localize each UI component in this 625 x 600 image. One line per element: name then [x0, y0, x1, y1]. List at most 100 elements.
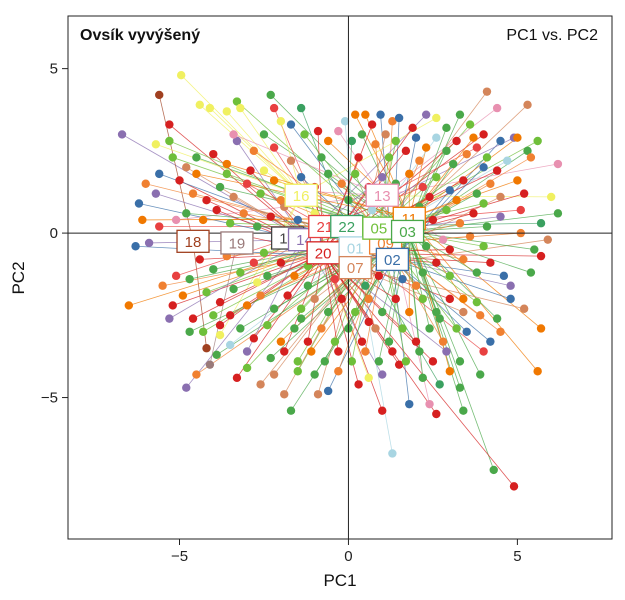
data-point	[293, 357, 302, 366]
spoke-line	[354, 247, 393, 454]
spoke-line	[246, 239, 305, 352]
spoke-line	[382, 163, 559, 196]
data-point	[307, 347, 316, 356]
data-point	[509, 482, 519, 491]
data-point	[205, 103, 215, 113]
centroid-label: 13	[374, 188, 391, 205]
data-point	[195, 100, 204, 110]
data-point	[296, 314, 306, 323]
data-point	[290, 324, 299, 333]
data-point	[391, 136, 400, 146]
data-point	[405, 307, 414, 317]
data-point	[361, 281, 370, 290]
data-point	[378, 307, 387, 317]
data-point	[438, 337, 448, 346]
centroid-label: 07	[347, 260, 364, 277]
data-point	[455, 110, 465, 119]
data-point	[445, 245, 455, 254]
data-point	[428, 357, 438, 366]
data-point	[313, 390, 323, 399]
data-point	[388, 347, 397, 356]
spoke-line	[219, 252, 324, 303]
data-point	[236, 268, 245, 277]
data-point	[492, 166, 502, 175]
data-point	[266, 353, 275, 363]
data-point	[259, 248, 269, 258]
data-point	[469, 209, 478, 218]
data-point	[418, 268, 427, 277]
data-point	[236, 103, 245, 113]
data-point	[242, 179, 252, 188]
data-point	[351, 110, 360, 119]
data-point	[445, 294, 455, 304]
data-point	[455, 383, 465, 392]
data-point	[459, 255, 468, 264]
data-point	[269, 304, 279, 313]
data-point	[496, 327, 505, 336]
data-point	[280, 347, 289, 356]
spoke-line	[233, 134, 383, 196]
data-point	[205, 360, 215, 369]
data-point	[384, 153, 394, 162]
data-point	[351, 307, 360, 317]
centroid-label: 03	[399, 224, 416, 241]
data-point	[330, 337, 340, 346]
data-point	[249, 258, 259, 267]
data-point	[354, 153, 363, 162]
data-point	[303, 281, 313, 290]
data-point	[249, 334, 259, 343]
data-point	[533, 136, 542, 146]
data-point	[286, 156, 296, 165]
data-point	[421, 143, 431, 152]
data-point	[182, 163, 191, 172]
spoke-line	[392, 259, 491, 342]
centroid-label: 02	[384, 252, 401, 269]
data-point	[378, 172, 387, 182]
data-point	[253, 222, 262, 231]
data-point	[296, 172, 306, 182]
centroid-label: 20	[315, 245, 332, 262]
data-point	[455, 219, 465, 228]
data-point	[516, 205, 525, 215]
data-point	[313, 126, 323, 136]
data-point	[432, 307, 441, 317]
data-point	[408, 123, 417, 133]
data-point	[323, 169, 333, 179]
data-point	[526, 268, 536, 277]
spoke-line	[407, 212, 558, 232]
data-point	[371, 140, 380, 149]
spoke-line	[408, 218, 538, 372]
data-point	[519, 304, 529, 313]
data-point	[232, 97, 242, 106]
data-point	[496, 212, 505, 221]
spoke-line	[263, 134, 408, 232]
data-point	[401, 357, 411, 366]
data-point	[256, 291, 265, 300]
data-point	[232, 136, 242, 146]
data-point	[432, 409, 441, 419]
spoke-line	[346, 140, 353, 227]
data-point	[479, 163, 488, 172]
data-point	[171, 215, 181, 225]
data-point	[293, 215, 302, 225]
data-point	[158, 281, 167, 290]
data-point	[452, 196, 461, 205]
y-tick-label: 5	[50, 61, 58, 78]
data-point	[533, 367, 542, 376]
data-point	[384, 337, 394, 346]
data-point	[347, 136, 357, 146]
data-point	[421, 242, 431, 251]
data-point	[286, 406, 296, 415]
data-point	[513, 176, 522, 185]
y-tick-label: −5	[41, 390, 58, 407]
data-point	[225, 219, 235, 228]
data-point	[176, 71, 186, 80]
data-point	[432, 258, 441, 267]
data-point	[269, 176, 279, 185]
data-point	[256, 189, 265, 198]
data-point	[411, 337, 421, 346]
data-point	[442, 205, 451, 215]
data-point	[476, 311, 485, 320]
data-point	[239, 209, 248, 218]
